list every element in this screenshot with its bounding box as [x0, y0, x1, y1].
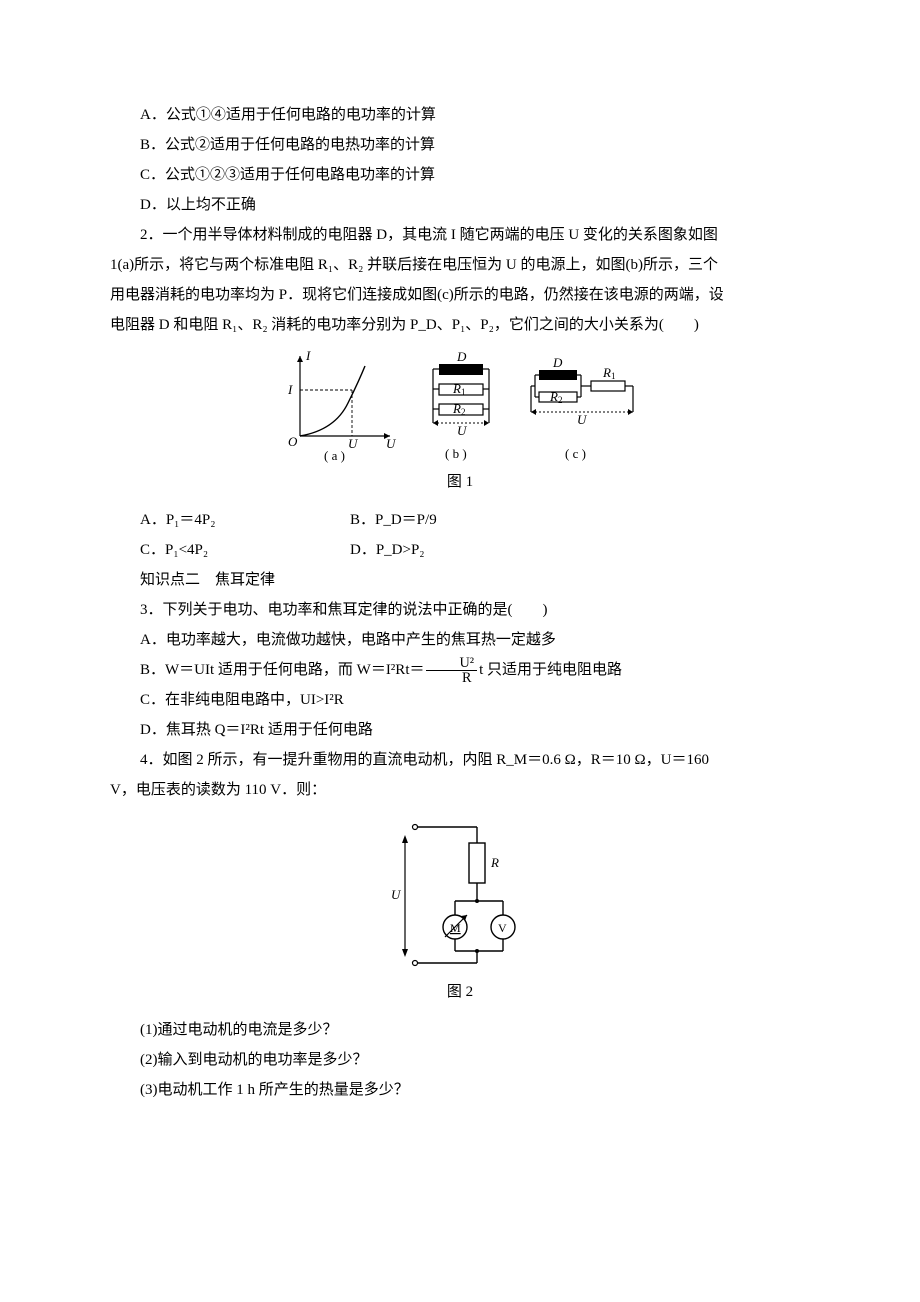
- q1-opt-a: A．公式①④适用于任何电路的电功率的计算: [110, 100, 810, 130]
- q3-opt-d: D．焦耳热 Q＝I²Rt 适用于任何电路: [110, 715, 810, 745]
- fig1b-D: D: [456, 349, 467, 364]
- q2-opt-a: A．P₁＝4P₂: [110, 505, 350, 535]
- q4-stem-l1: 4．如图 2 所示，有一提升重物用的直流电动机，内阻 R_M＝0.6 Ω，R＝1…: [110, 745, 810, 775]
- q2-stem-l1: 2．一个用半导体材料制成的电阻器 D，其电流 I 随它两端的电压 U 变化的关系…: [110, 220, 810, 250]
- q1-opt-b: B．公式②适用于任何电路的电热功率的计算: [110, 130, 810, 160]
- fig1-label-O: O: [288, 434, 298, 449]
- q3-opt-b-den: R: [426, 671, 477, 685]
- fig1-label-U-val: U: [348, 436, 359, 451]
- figure-1-caption: 图 1: [110, 467, 810, 497]
- q2-stem-l3: 用电器消耗的电功率均为 P．现将它们连接成如图(c)所示的电路，仍然接在该电源的…: [110, 280, 810, 310]
- fig1-panel-b: ( b ): [445, 446, 467, 461]
- fig1-panel-a: ( a ): [324, 448, 345, 463]
- fig2-M: M: [450, 921, 461, 935]
- q1-opt-c: C．公式①②③适用于任何电路电功率的计算: [110, 160, 810, 190]
- q3-opt-b-post: t 只适用于纯电阻电路: [479, 662, 622, 678]
- q1-opt-d: D．以上均不正确: [110, 190, 810, 220]
- fig1b-R1-sub: 1: [461, 387, 466, 397]
- fig1c-R1-sub: 1: [611, 371, 616, 381]
- fig2-R: R: [490, 855, 499, 870]
- q4-stem-l2: V，电压表的读数为 110 V．则：: [110, 775, 810, 805]
- fig1-label-I-val: I: [287, 382, 293, 397]
- fig1b-U: U: [457, 423, 468, 438]
- q4-sub2: (2)输入到电动机的电功率是多少？: [110, 1045, 810, 1075]
- fig1c-R2-sub: 2: [558, 395, 563, 405]
- fig1-label-I-axis: I: [305, 348, 311, 363]
- fig1c-D: D: [552, 355, 563, 370]
- fig1c-U: U: [577, 412, 588, 427]
- q3-stem: 3．下列关于电功、电功率和焦耳定律的说法中正确的是( ): [110, 595, 810, 625]
- q2-opt-c: C．P₁<4P₂: [110, 535, 350, 565]
- q2-stem-l2: 1(a)所示，将它与两个标准电阻 R₁、R₂ 并联后接在电压恒为 U 的电源上，…: [110, 250, 810, 280]
- q3-opt-b-pre: B．W＝UIt 适用于任何电路，而 W＝I²Rt＝: [140, 662, 424, 678]
- q3-opt-b: B．W＝UIt 适用于任何电路，而 W＝I²Rt＝U²Rt 只适用于纯电阻电路: [110, 655, 810, 685]
- fig1-panel-c: ( c ): [565, 446, 586, 461]
- q2-opt-b: B．P_D＝P/9: [350, 505, 810, 535]
- fig1b-R2-sub: 2: [461, 407, 466, 417]
- fig1c-R2: R: [549, 389, 558, 404]
- q2-opt-d: D．P_D>P₂: [350, 535, 810, 565]
- q4-sub3: (3)电动机工作 1 h 所产生的热量是多少？: [110, 1075, 810, 1105]
- q3-opt-c: C．在非纯电阻电路中，UI>I²R: [110, 685, 810, 715]
- fig1b-R1: R: [452, 381, 461, 396]
- figure-2: R M V U: [110, 813, 810, 973]
- fig1c-R1: R: [602, 365, 611, 380]
- figure-2-caption: 图 2: [110, 977, 810, 1007]
- fig1b-R2: R: [452, 401, 461, 416]
- figure-1: I I O U U ( a ) D R 1 R 2: [110, 348, 810, 463]
- q4-sub1: (1)通过电动机的电流是多少？: [110, 1015, 810, 1045]
- fig2-V: V: [498, 921, 507, 935]
- figure-2-svg: R M V U: [385, 813, 535, 973]
- q2-stem-l4: 电阻器 D 和电阻 R₁、R₂ 消耗的电功率分别为 P_D、P₁、P₂，它们之间…: [110, 310, 810, 340]
- q3-opt-b-num: U²: [426, 656, 477, 671]
- q3-opt-b-frac: U²R: [426, 656, 477, 686]
- knowledge-point-2: 知识点二 焦耳定律: [110, 565, 810, 595]
- fig2-U: U: [391, 887, 402, 902]
- figure-1-svg: I I O U U ( a ) D R 1 R 2: [270, 348, 650, 463]
- fig1-label-U-axis: U: [386, 436, 397, 451]
- q3-opt-a: A．电功率越大，电流做功越快，电路中产生的焦耳热一定越多: [110, 625, 810, 655]
